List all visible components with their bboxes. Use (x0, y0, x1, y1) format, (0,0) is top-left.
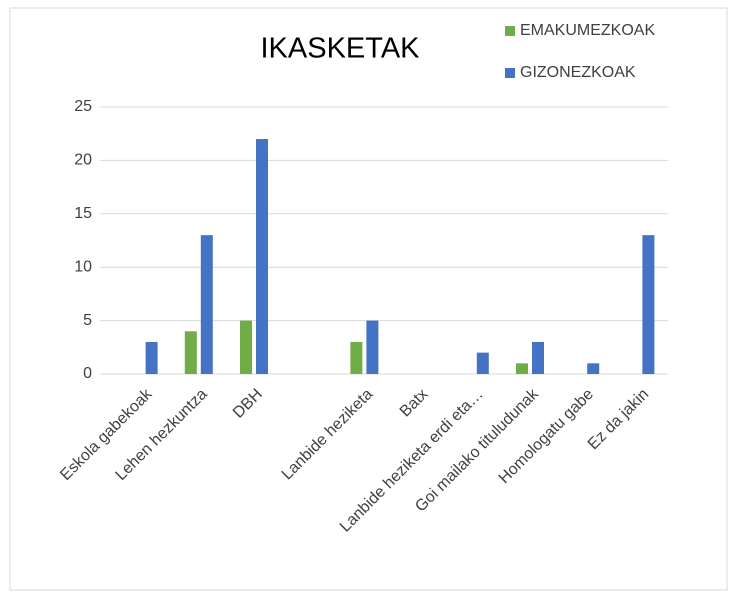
bar (200, 235, 213, 374)
bar (366, 320, 379, 374)
legend-label: GIZONEZKOAK (520, 64, 636, 81)
chart-title: IKASKETAK (260, 33, 420, 65)
legend-swatch (505, 68, 515, 78)
bar (145, 341, 158, 374)
chart-frame (9, 7, 728, 591)
bar (240, 320, 252, 374)
bar (642, 235, 655, 374)
y-tick-label: 5 (83, 312, 92, 329)
y-tick-label: 0 (83, 365, 92, 382)
bar (256, 139, 268, 374)
bar (516, 363, 528, 374)
bar (476, 352, 489, 374)
bar (532, 341, 544, 374)
y-tick-label: 15 (74, 205, 92, 222)
bar (350, 341, 363, 374)
y-tick-label: 25 (74, 98, 92, 115)
y-tick-label: 20 (74, 152, 92, 169)
bar (184, 331, 197, 374)
legend-swatch (505, 26, 515, 36)
bar (587, 363, 600, 374)
legend-label: EMAKUMEZKOAK (520, 22, 655, 39)
y-tick-label: 10 (74, 258, 92, 275)
